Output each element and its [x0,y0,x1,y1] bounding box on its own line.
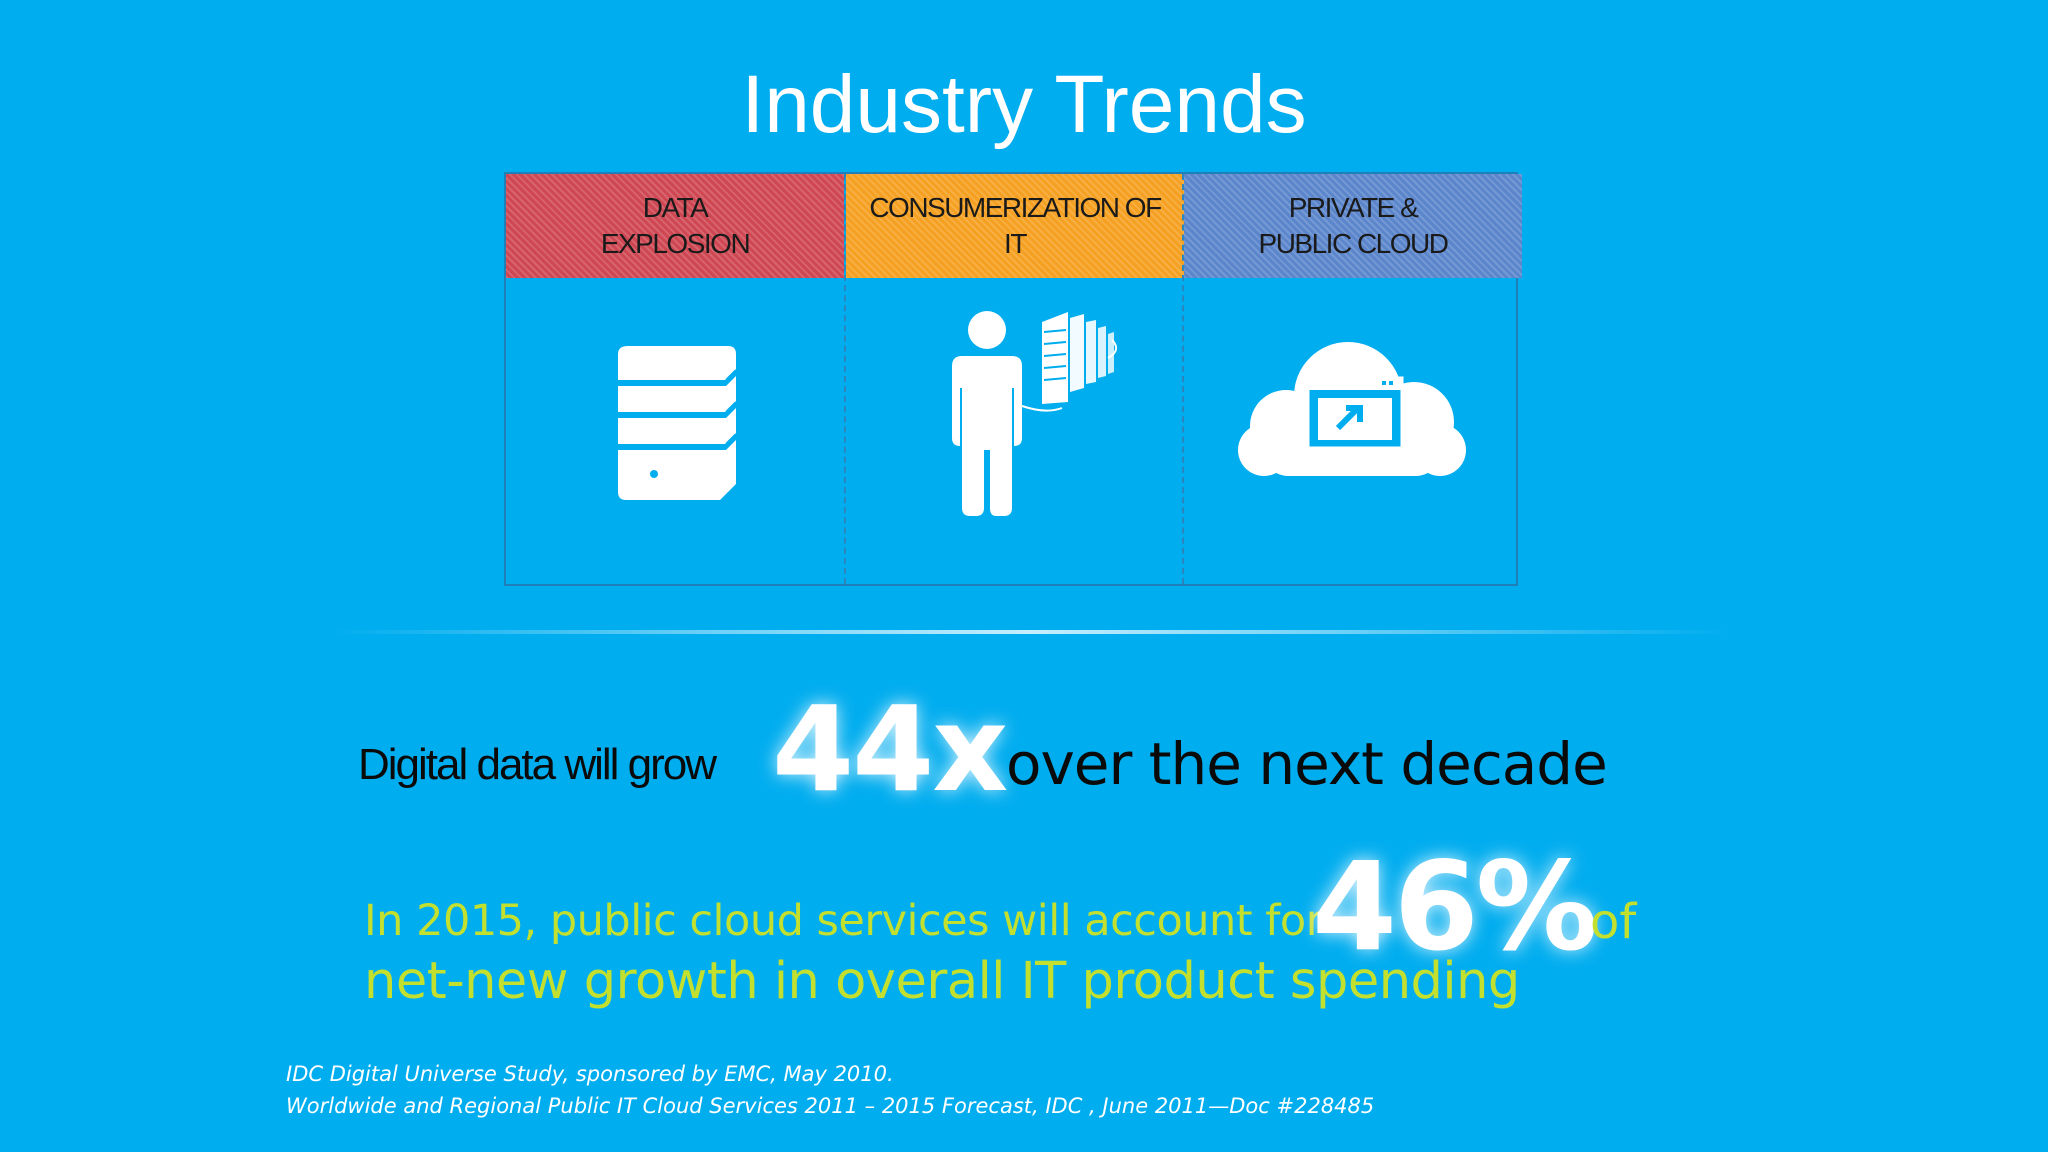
cloud-window-icon [1184,278,1522,584]
trend-heading: DATA EXPLOSION [506,174,844,278]
trend-heading: PRIVATE & PUBLIC CLOUD [1184,174,1522,278]
trend-column-consumerization: CONSUMERIZATION OF IT [844,174,1184,584]
slide-title: Industry Trends [741,59,1307,150]
stat-suffix: over the next decade [1006,730,1608,798]
stat-data-growth: Digital data will grow 44x over the next… [358,680,1658,818]
source-citation: IDC Digital Universe Study, sponsored by… [286,1062,894,1086]
sources: IDC Digital Universe Study, sponsored by… [286,1058,1374,1122]
source-citation: Worldwide and Regional Public IT Cloud S… [286,1094,1375,1118]
person-with-servers-icon [952,311,1118,516]
divider [330,630,1730,634]
trend-column-cloud: PRIVATE & PUBLIC CLOUD [1182,174,1522,584]
stat-value: 46% [1312,836,1598,978]
trend-heading-label: CONSUMERIZATION OF IT [869,192,1162,259]
trend-column-data-explosion: DATA EXPLOSION [506,174,844,584]
stat-cloud-spending: In 2015, public cloud services will acco… [364,836,1684,1016]
cloud-window-icon [1238,342,1466,476]
trends-panel: DATA EXPLOSION CONSUMERIZATION OF IT [504,172,1522,586]
server-stack-icon [618,346,737,500]
server-stack-icon [506,278,844,584]
stat-prefix: Digital data will grow [358,740,717,789]
trend-heading: CONSUMERIZATION OF IT [846,174,1184,278]
trend-heading-label: DATA EXPLOSION [600,192,751,259]
person-with-servers-icon [846,278,1184,584]
trend-heading-label: PRIVATE & PUBLIC CLOUD [1258,192,1449,259]
stat-prefix: In 2015, public cloud services will acco… [364,896,1323,946]
stat-suffix: of [1590,894,1637,950]
stat-line2: net-new growth in overall IT product spe… [364,952,1520,1011]
stat-value: 44x [772,680,1008,818]
